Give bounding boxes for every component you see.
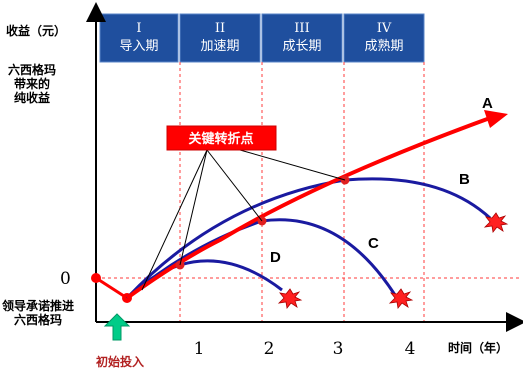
phase-box-3	[261, 13, 343, 63]
net-gain-label-line-3: 纯收益	[14, 90, 50, 105]
y-axis-title: 收益（元）	[6, 23, 66, 38]
phase-numeral-1: I	[136, 21, 141, 36]
curve-label-a: A	[482, 95, 493, 112]
x-tick-4: 4	[405, 339, 416, 359]
phase-separators	[179, 62, 425, 322]
phase-name-1: 导入期	[119, 39, 158, 54]
curve-a-arrowhead-icon	[484, 110, 508, 128]
x-axis-title: 时间（年）	[448, 340, 508, 355]
start-point	[91, 273, 101, 283]
initial-input-label: 初始投入	[96, 354, 144, 368]
key-point-box	[166, 125, 277, 151]
net-gain-label-line-1: 六西格玛	[8, 62, 56, 77]
key-point-label: 关键转折点	[188, 131, 253, 147]
commit-label-line-1: 领导承诺推进	[2, 298, 74, 313]
phase-numeral-2: II	[215, 21, 225, 36]
pointer-line-1	[141, 149, 208, 291]
phase-box-1	[99, 13, 179, 63]
phase-header: I 导入期 II 加速期 III 成长期 IV 成熟期	[99, 13, 425, 63]
curve-a	[125, 116, 491, 300]
x-tick-2: 2	[264, 339, 275, 359]
phase-name-2: 加速期	[200, 39, 239, 54]
phase-numeral-3: III	[294, 21, 309, 36]
curve-b	[125, 177, 492, 300]
x-tick-3: 3	[333, 339, 344, 359]
curve-label-c: C	[368, 235, 379, 252]
burst-c-icon	[388, 288, 414, 309]
net-gain-label-line-2: 带来的	[14, 76, 50, 91]
zero-label: 0	[60, 269, 71, 289]
branch-curves	[125, 177, 492, 300]
phase-numeral-4: IV	[377, 21, 392, 36]
phase-box-4	[343, 13, 425, 63]
curve-label-d: D	[270, 249, 281, 266]
burst-b-icon	[483, 212, 509, 233]
x-tick-1: 1	[194, 339, 205, 359]
phase-box-2	[179, 13, 261, 63]
initial-drop-line	[95, 276, 128, 300]
curve-label-b: B	[459, 171, 470, 188]
burst-d-icon	[277, 288, 303, 309]
initial-input-arrow-icon	[103, 313, 131, 341]
commit-label-line-2: 六西格玛	[14, 312, 62, 327]
phase-name-3: 成长期	[282, 39, 321, 54]
pointer-line-3	[206, 149, 263, 222]
pointer-line-2	[179, 149, 208, 266]
pointer-line-4	[239, 149, 346, 181]
phase-name-4: 成熟期	[364, 38, 403, 54]
bursts	[277, 212, 509, 309]
key-point-pointers	[141, 149, 346, 291]
